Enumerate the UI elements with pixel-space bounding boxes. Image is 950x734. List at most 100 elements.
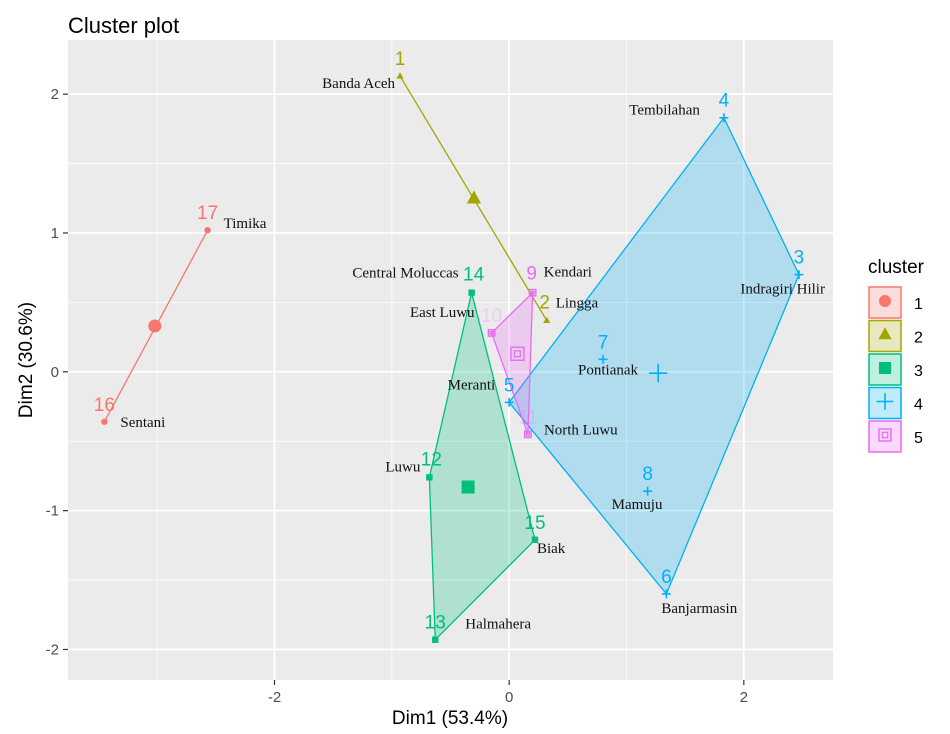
y-tick-label: 1 — [51, 225, 59, 242]
point-number-label: 5 — [504, 375, 515, 396]
cluster-hull-5 — [490, 291, 534, 435]
plot-panel — [68, 40, 833, 680]
point-name-label: Luwu — [385, 459, 420, 475]
point-number-label: 9 — [526, 264, 537, 285]
legend-item-1: 1 — [868, 286, 923, 319]
point-number-label: 8 — [642, 464, 653, 485]
point-number-label: 12 — [421, 449, 442, 470]
legend-boxed-square-icon — [878, 428, 892, 442]
point-number-label: 1 — [395, 49, 406, 70]
outer-square — [510, 346, 525, 361]
point-number-label: 3 — [794, 248, 805, 269]
legend-label: 4 — [914, 397, 923, 414]
point-4 — [719, 113, 729, 123]
point-name-label: Pontianak — [578, 362, 638, 378]
cluster-center-1 — [148, 319, 162, 333]
inner-square — [530, 290, 535, 295]
y-axis-label: Dim2 (30.6%) — [16, 302, 37, 418]
y-tick-label: 2 — [51, 86, 59, 103]
x-axis-label: Dim1 (53.4%) — [392, 708, 508, 729]
legend-triangle-icon — [878, 327, 892, 340]
legend-item-4: 4 — [868, 386, 923, 420]
outer-square — [878, 428, 892, 442]
outer-square — [487, 329, 496, 337]
inner-square — [513, 350, 521, 358]
legend-item-5: 5 — [868, 420, 923, 453]
point-number-label: 6 — [661, 567, 672, 588]
legend-item-2: 2 — [868, 319, 923, 353]
point-17 — [204, 226, 211, 234]
point-name-label: Banjarmasin — [661, 601, 737, 617]
point-15 — [531, 536, 539, 543]
legend-item-3: 3 — [868, 353, 923, 386]
x-tick-label: 2 — [740, 689, 748, 706]
point-name-label: Biak — [537, 541, 566, 557]
outer-square — [528, 288, 537, 297]
point-name-label: Mamuju — [612, 497, 663, 513]
point-name-label: Meranti — [448, 377, 495, 393]
point-number-label: 2 — [539, 292, 550, 313]
legend-label: 1 — [914, 296, 923, 313]
cluster-center-2 — [466, 190, 482, 204]
legend-label: 3 — [914, 363, 923, 380]
legend-plus-icon — [876, 393, 894, 410]
point-9 — [528, 288, 537, 297]
point-name-label: Halmahera — [465, 617, 531, 633]
point-number-label: 15 — [524, 513, 545, 534]
legend-label: 5 — [914, 430, 923, 447]
point-6 — [661, 589, 671, 599]
point-name-label: Indragiri Hilir — [740, 282, 825, 298]
point-name-label: North Luwu — [544, 422, 618, 438]
point-5 — [504, 397, 514, 407]
point-name-label: Sentani — [120, 415, 165, 431]
inner-square — [489, 330, 494, 335]
point-1 — [396, 72, 404, 79]
legend-circle-icon — [879, 295, 891, 307]
legend-title: cluster — [868, 257, 925, 278]
point-name-label: Kendari — [544, 265, 592, 281]
point-number-label: 4 — [719, 91, 730, 112]
legend-key — [868, 420, 902, 453]
point-number-label: 7 — [598, 332, 609, 353]
cluster-center-5 — [510, 346, 525, 361]
y-tick-label: 0 — [51, 364, 59, 381]
point-name-label: Timika — [224, 216, 267, 232]
x-tick-label: -2 — [268, 689, 281, 706]
legend: cluster 1 2 3 4 5 — [868, 257, 925, 453]
legend-square-icon — [879, 362, 891, 374]
point-name-label: Lingga — [556, 295, 599, 311]
y-tick-label: -2 — [46, 641, 59, 658]
point-number-label: 11 — [518, 407, 538, 428]
cluster-center-4 — [649, 364, 668, 383]
outer-square — [524, 430, 532, 439]
point-name-label: East Luwu — [410, 305, 475, 321]
point-number-label: 14 — [463, 265, 485, 286]
y-tick-label: -1 — [46, 503, 59, 520]
point-12 — [426, 474, 433, 481]
chart-title: Cluster plot — [68, 13, 179, 38]
point-number-label: 10 — [481, 306, 502, 327]
point-7 — [598, 354, 608, 364]
point-2 — [543, 316, 551, 323]
legend-label: 2 — [914, 330, 923, 347]
point-number-label: 16 — [94, 395, 115, 416]
cluster-center-3 — [461, 480, 475, 494]
point-name-label: Central Moluccas — [352, 266, 458, 282]
x-tick-label: 0 — [505, 689, 513, 706]
point-14 — [468, 289, 475, 296]
point-number-label: 13 — [425, 613, 446, 634]
point-3 — [794, 270, 804, 280]
point-16 — [101, 418, 108, 425]
point-10 — [487, 329, 496, 337]
point-number-label: 17 — [197, 203, 218, 224]
inner-square — [525, 432, 530, 437]
point-13 — [432, 636, 439, 643]
point-name-label: Tembilahan — [629, 103, 700, 119]
data-points — [101, 72, 804, 643]
point-8 — [643, 486, 653, 496]
point-11 — [524, 430, 532, 439]
inner-square — [881, 431, 889, 439]
grid-lines — [68, 40, 833, 680]
